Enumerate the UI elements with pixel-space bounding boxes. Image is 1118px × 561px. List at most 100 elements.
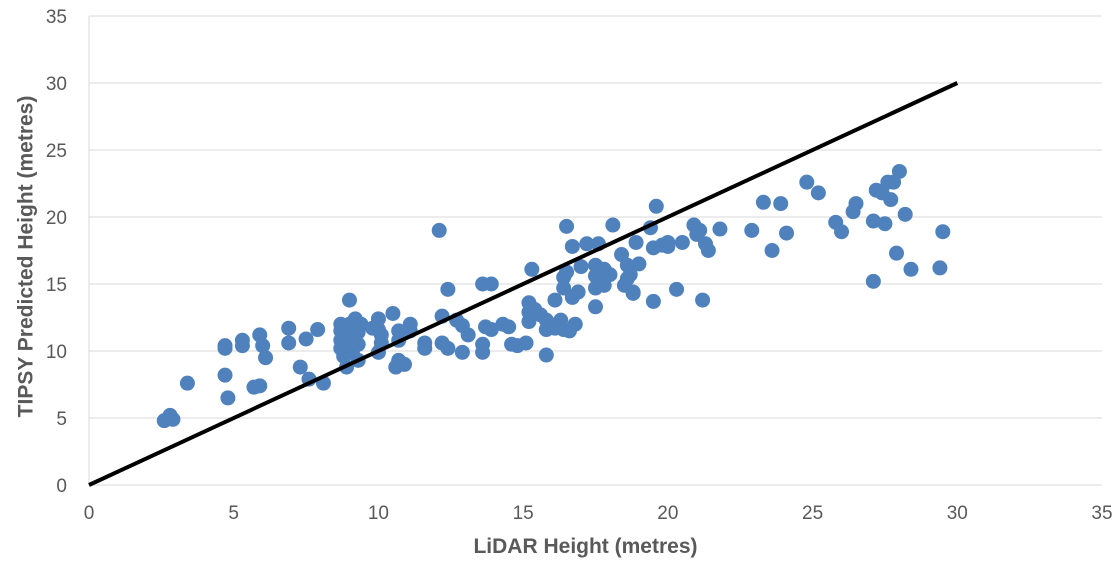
data-point: [564, 238, 580, 254]
data-point: [848, 196, 864, 212]
data-point: [440, 281, 456, 297]
data-point: [645, 293, 661, 309]
data-point: [518, 335, 534, 351]
data-point: [889, 245, 905, 261]
x-tick-label-5: 5: [228, 503, 239, 524]
x-tick-label-30: 30: [947, 503, 968, 524]
data-point: [744, 222, 760, 238]
data-point: [559, 264, 575, 280]
data-point: [234, 338, 250, 354]
data-point: [773, 196, 789, 212]
data-point: [217, 340, 233, 356]
x-axis-tick-labels: 0 5 10 15 20 25 30 35: [84, 503, 1113, 524]
x-tick-label-25: 25: [802, 503, 823, 524]
x-axis-title: LiDAR Height (metres): [473, 535, 697, 558]
data-point: [622, 267, 638, 283]
data-point: [903, 261, 919, 277]
data-point: [588, 299, 603, 315]
data-point: [385, 305, 401, 321]
data-point: [341, 292, 357, 308]
data-point: [547, 292, 563, 308]
data-point: [440, 340, 456, 356]
data-point: [764, 243, 780, 258]
data-point: [370, 311, 386, 327]
data-point: [431, 222, 447, 238]
data-point: [883, 192, 899, 208]
y-tick-label-5: 5: [56, 409, 67, 430]
data-point: [865, 213, 881, 229]
data-point: [810, 185, 826, 201]
y-tick-label-25: 25: [46, 141, 67, 162]
data-point: [483, 322, 499, 338]
data-point: [538, 347, 554, 363]
data-point: [350, 336, 366, 352]
data-point: [501, 319, 517, 335]
data-point: [483, 276, 499, 292]
data-point: [475, 344, 491, 360]
data-point: [298, 331, 314, 347]
data-point: [573, 259, 589, 275]
reference-line: [88, 81, 959, 487]
data-point: [648, 198, 664, 214]
data-point: [891, 163, 907, 179]
data-point: [310, 322, 326, 338]
x-tick-label-15: 15: [513, 503, 534, 524]
y-tick-label-0: 0: [56, 476, 67, 497]
data-point: [625, 285, 641, 301]
data-point: [628, 234, 644, 250]
x-tick-label-20: 20: [657, 503, 678, 524]
data-point: [281, 320, 297, 336]
data-point: [935, 224, 951, 240]
data-point: [755, 194, 771, 210]
data-point: [454, 344, 470, 360]
data-point: [165, 411, 181, 427]
data-point: [460, 327, 476, 343]
data-point: [255, 338, 271, 354]
data-point: [559, 218, 575, 234]
data-point: [524, 261, 540, 277]
data-point: [669, 281, 685, 297]
data-point: [605, 217, 621, 233]
data-point: [417, 340, 433, 356]
data-point: [258, 350, 274, 366]
data-point: [353, 316, 369, 332]
data-point: [932, 260, 948, 276]
data-point: [570, 284, 586, 300]
data-point: [692, 222, 708, 238]
data-point: [391, 323, 407, 339]
x-tick-label-0: 0: [84, 503, 95, 524]
axes: [88, 16, 1102, 486]
x-tick-label-10: 10: [368, 503, 389, 524]
data-point: [602, 267, 618, 283]
y-tick-label-35: 35: [46, 7, 67, 28]
data-point: [865, 273, 881, 289]
data-point: [521, 314, 537, 330]
y-tick-label-10: 10: [46, 342, 67, 363]
data-point: [179, 375, 195, 391]
data-point: [567, 316, 583, 332]
data-point: [695, 292, 711, 308]
y-axis-title: TIPSY Predicted Height (metres): [15, 96, 38, 418]
data-point: [579, 236, 595, 252]
data-point: [799, 174, 815, 190]
x-tick-label-35: 35: [1091, 503, 1112, 524]
one-to-one-line: [88, 81, 959, 487]
data-point: [631, 256, 647, 272]
y-tick-label-30: 30: [46, 74, 67, 95]
data-point: [700, 243, 716, 258]
data-point: [834, 224, 850, 240]
data-point: [220, 390, 236, 406]
data-points: [156, 163, 951, 429]
data-point: [281, 335, 297, 351]
data-point: [252, 378, 268, 394]
data-point: [712, 221, 728, 237]
data-point: [877, 216, 893, 232]
data-point: [292, 359, 308, 375]
data-point: [660, 234, 676, 250]
data-point: [396, 356, 412, 372]
y-tick-label-15: 15: [46, 275, 67, 296]
y-tick-label-20: 20: [46, 208, 67, 229]
gridlines: [89, 15, 1102, 419]
data-point: [217, 367, 233, 383]
